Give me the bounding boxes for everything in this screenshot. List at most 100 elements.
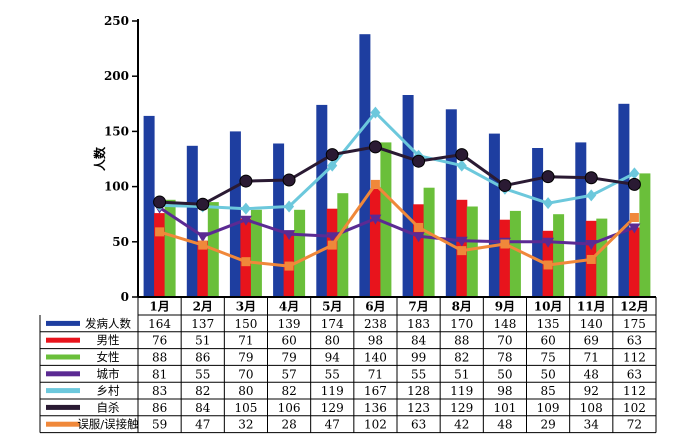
data-label-城市-3月: 70: [238, 367, 253, 381]
bar-发病人数-11月: [575, 142, 587, 297]
data-label-自杀-12月: 102: [623, 401, 646, 415]
y-tick-label: 200: [104, 69, 129, 83]
data-label-女性-9月: 78: [497, 351, 512, 365]
legend-label-自杀: 自杀: [97, 400, 120, 414]
data-label-自杀-3月: 105: [234, 401, 257, 415]
point-误服/误接触-4月: [284, 261, 294, 271]
point-乡村-3月: [240, 202, 251, 215]
point-自杀-6月: [368, 140, 382, 154]
point-自杀-3月: [239, 174, 253, 188]
data-label-误服/误接触-9月: 48: [497, 418, 512, 432]
bar-女性-9月: [509, 210, 521, 297]
bar-男性-12月: [628, 227, 640, 297]
x-tick-label: 12月: [620, 300, 649, 314]
point-自杀-10月: [541, 170, 555, 184]
data-label-误服/误接触-7月: 63: [411, 418, 426, 432]
point-城市-4月: [283, 230, 296, 241]
data-label-发病人数-9月: 148: [493, 317, 516, 331]
data-label-女性-6月: 140: [364, 351, 387, 365]
bar-男性-7月: [413, 204, 425, 297]
x-tick-label: 4月: [279, 300, 299, 314]
data-label-自杀-11月: 108: [580, 401, 603, 415]
data-label-误服/误接触-10月: 29: [540, 418, 555, 432]
data-label-城市-9月: 50: [497, 367, 512, 381]
bar-男性-5月: [326, 208, 338, 297]
data-label-男性-4月: 60: [281, 334, 296, 348]
x-tick-label: 2月: [193, 300, 213, 314]
data-label-女性-12月: 112: [623, 351, 646, 365]
bar-发病人数-5月: [316, 104, 328, 298]
point-乡村-4月: [284, 200, 295, 213]
y-tick-label: 100: [104, 180, 129, 194]
data-label-发病人数-11月: 140: [580, 317, 603, 331]
legend-swatch-误服/误接触: [46, 421, 80, 427]
point-城市-7月: [412, 232, 425, 243]
x-tick-label: 5月: [322, 300, 342, 314]
data-label-误服/误接触-4月: 28: [281, 418, 296, 432]
data-label-乡村-5月: 119: [321, 384, 344, 398]
data-label-乡村-11月: 92: [584, 384, 599, 398]
data-label-城市-5月: 55: [325, 367, 340, 381]
data-label-女性-10月: 75: [540, 351, 555, 365]
point-城市-6月: [369, 214, 382, 225]
point-城市-11月: [585, 240, 598, 251]
legend-label-城市: 城市: [97, 367, 120, 381]
data-label-误服/误接触-1月: 59: [152, 418, 167, 432]
bar-女性-6月: [380, 142, 392, 297]
data-label-发病人数-5月: 174: [321, 317, 344, 331]
x-tick-label: 8月: [452, 300, 472, 314]
x-tick-label: 11月: [577, 300, 606, 314]
bar-女性-10月: [553, 214, 565, 297]
bar-发病人数-4月: [273, 143, 285, 297]
point-自杀-8月: [455, 148, 469, 162]
y-tick-label: 150: [104, 124, 129, 138]
bar-男性-1月: [154, 213, 166, 297]
bar-女性-5月: [337, 193, 349, 297]
markers: [153, 106, 641, 271]
point-乡村-8月: [456, 159, 467, 172]
data-label-发病人数-1月: 164: [148, 317, 171, 331]
data-label-发病人数-12月: 175: [623, 317, 646, 331]
data-label-自杀-5月: 129: [321, 401, 344, 415]
bar-女性-12月: [639, 173, 651, 297]
data-label-自杀-2月: 84: [195, 401, 211, 415]
data-label-乡村-6月: 167: [364, 384, 387, 398]
bar-女性-3月: [250, 209, 262, 297]
y-tick-label: 0: [121, 290, 129, 304]
data-label-自杀-8月: 129: [450, 401, 473, 415]
data-label-男性-10月: 60: [540, 334, 555, 348]
line-自杀: [159, 145, 635, 206]
data-label-女性-4月: 79: [281, 351, 296, 365]
line-乡村: [159, 111, 636, 211]
line-城市: [158, 206, 635, 246]
data-label-乡村-2月: 82: [195, 384, 210, 398]
data-label-城市-4月: 57: [281, 367, 296, 381]
bars: [143, 34, 651, 298]
point-自杀-11月: [584, 171, 598, 185]
x-tick-label: 3月: [236, 300, 256, 314]
point-误服/误接触-1月: [155, 227, 165, 237]
data-label-女性-8月: 82: [454, 351, 469, 365]
data-label-城市-10月: 50: [540, 367, 555, 381]
point-自杀-4月: [282, 173, 296, 187]
data-label-乡村-10月: 85: [540, 384, 555, 398]
y-axis-label: 人数: [92, 146, 107, 171]
data-label-发病人数-8月: 170: [450, 317, 473, 331]
point-城市-12月: [628, 223, 641, 234]
legend-swatch-发病人数: [46, 320, 80, 326]
point-城市-8月: [455, 236, 468, 247]
point-误服/误接触-5月: [327, 240, 337, 250]
data-label-误服/误接触-6月: 102: [364, 418, 387, 432]
data-label-男性-7月: 84: [411, 334, 427, 348]
y-tick-label: 50: [112, 235, 129, 249]
point-误服/误接触-9月: [500, 239, 510, 249]
data-label-城市-1月: 81: [152, 367, 167, 381]
point-自杀-1月: [153, 195, 167, 209]
data-label-乡村-8月: 119: [450, 384, 473, 398]
point-自杀-2月: [196, 197, 210, 211]
data-label-误服/误接触-2月: 47: [195, 418, 210, 432]
data-label-男性-8月: 88: [454, 334, 469, 348]
data-label-误服/误接触-5月: 47: [325, 418, 340, 432]
data-label-男性-9月: 70: [497, 334, 512, 348]
point-城市-10月: [542, 237, 555, 248]
